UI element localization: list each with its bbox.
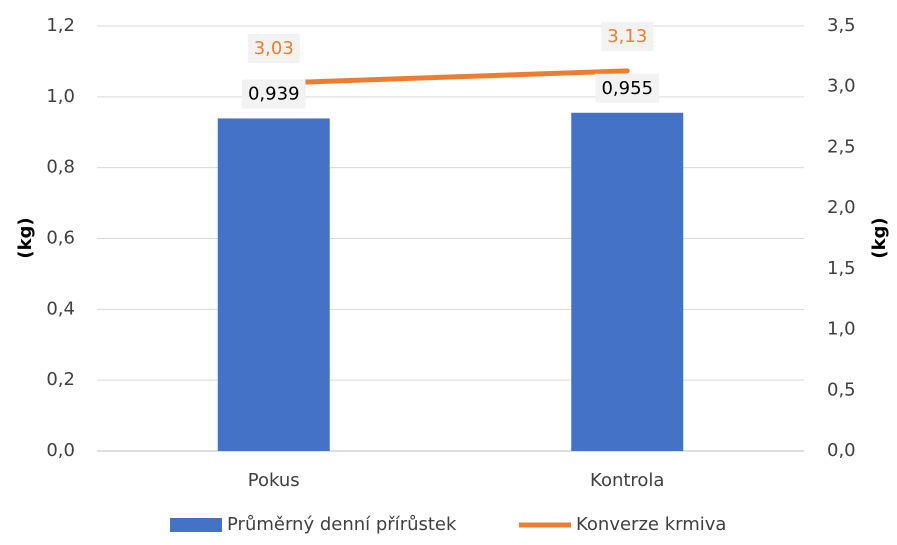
- legend-swatch: [170, 518, 222, 532]
- data-label-text: 0,955: [601, 78, 653, 99]
- data-label-box: [247, 34, 300, 64]
- data-label: 0,955: [595, 73, 660, 103]
- data-label-box: [601, 21, 654, 51]
- data-label-text: 3,13: [607, 26, 647, 47]
- y-tick-label: 0,6: [46, 228, 75, 249]
- y2-tick-label: 0,0: [827, 440, 856, 461]
- y2-tick-label: 1,5: [827, 258, 856, 279]
- y-tick-label: 1,2: [46, 15, 75, 36]
- legend-label: Konverze krmiva: [576, 514, 726, 535]
- y2-tick-label: 3,5: [827, 15, 856, 36]
- data-label-box: [595, 73, 660, 103]
- y2-tick-label: 2,5: [827, 136, 856, 157]
- y2-tick-label: 3,0: [827, 76, 856, 97]
- data-label: 3,13: [601, 21, 654, 51]
- y-tick-label: 0,0: [46, 440, 75, 461]
- data-label: 3,03: [247, 34, 300, 64]
- bar: [217, 118, 330, 451]
- y2-tick-label: 2,0: [827, 197, 856, 218]
- y2-tick-label: 1,0: [827, 319, 856, 340]
- x-tick-label: Kontrola: [590, 470, 664, 491]
- bar: [571, 112, 684, 451]
- y-tick-label: 1,0: [46, 86, 75, 107]
- y-tick-label: 0,4: [46, 298, 75, 319]
- y2-tick-label: 0,5: [827, 379, 856, 400]
- y2-axis-label: (kg): [869, 217, 890, 258]
- data-label-text: 0,939: [248, 83, 300, 104]
- data-label-box: [241, 79, 306, 109]
- x-tick-label: Pokus: [248, 470, 300, 491]
- data-label-text: 3,03: [254, 38, 294, 59]
- y-axis-label: (kg): [15, 217, 36, 258]
- y-tick-label: 0,2: [46, 369, 75, 390]
- legend-label: Průměrný denní přírůstek: [227, 514, 457, 535]
- y-tick-label: 0,8: [46, 157, 75, 178]
- data-label: 0,939: [241, 79, 306, 109]
- line: [271, 68, 630, 86]
